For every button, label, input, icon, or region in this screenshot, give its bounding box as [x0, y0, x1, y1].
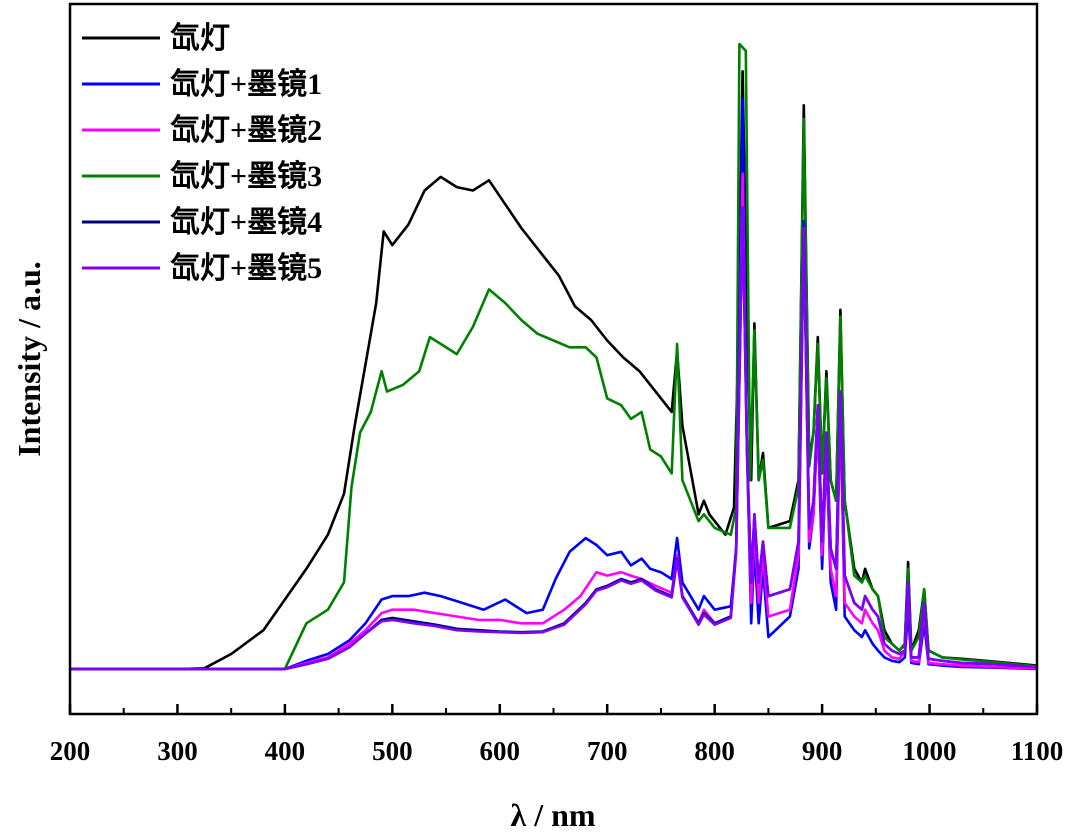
legend-label-3: 氙灯+墨镜3: [170, 159, 322, 193]
x-tick-label: 200: [50, 736, 91, 766]
x-tick-label: 600: [480, 736, 521, 766]
legend-label-2: 氙灯+墨镜2: [170, 113, 322, 147]
x-tick-label: 1100: [1011, 736, 1064, 766]
x-tick-label: 900: [802, 736, 843, 766]
plot-frame: [68, 2, 1039, 716]
x-tick-label: 700: [587, 736, 628, 766]
legend-label-4: 氙灯+墨镜4: [170, 205, 322, 239]
x-axis: 200 300 400 500 600 700 800 900 1000 1100: [50, 704, 1064, 766]
y-axis-title: Intensity / a.u.: [11, 261, 47, 457]
x-tick-label: 500: [372, 736, 413, 766]
legend-label-1: 氙灯+墨镜1: [170, 67, 322, 101]
series-layer: [70, 42, 1037, 671]
series-line-5: [70, 206, 1037, 671]
x-axis-title: λ / nm: [510, 797, 595, 833]
x-tick-label: 800: [694, 736, 735, 766]
legend-label-5: 氙灯+墨镜5: [170, 251, 322, 285]
x-tick-label: 1000: [903, 736, 957, 766]
x-tick-label: 300: [157, 736, 198, 766]
series-line-3: [70, 42, 1037, 671]
series-line-2: [70, 172, 1037, 671]
x-tick-label: 400: [265, 736, 306, 766]
legend-label-0: 氙灯: [170, 22, 230, 55]
